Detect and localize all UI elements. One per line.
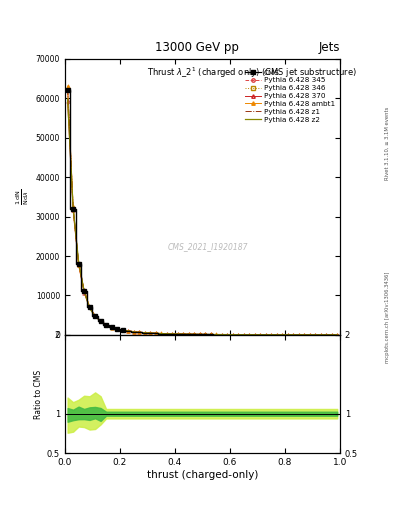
Text: 13000 GeV pp: 13000 GeV pp xyxy=(154,41,239,54)
Text: mcplots.cern.ch [arXiv:1306.3436]: mcplots.cern.ch [arXiv:1306.3436] xyxy=(385,272,389,363)
X-axis label: thrust (charged-only): thrust (charged-only) xyxy=(147,470,258,480)
Text: CMS_2021_I1920187: CMS_2021_I1920187 xyxy=(168,242,248,251)
Text: Jets: Jets xyxy=(318,41,340,54)
Text: Rivet 3.1.10, ≥ 3.1M events: Rivet 3.1.10, ≥ 3.1M events xyxy=(385,106,389,180)
Text: Thrust $\lambda\_2^1$ (charged only) (CMS jet substructure): Thrust $\lambda\_2^1$ (charged only) (CM… xyxy=(147,66,357,80)
Y-axis label: Ratio to CMS: Ratio to CMS xyxy=(34,370,43,418)
Legend: CMS, Pythia 6.428 345, Pythia 6.428 346, Pythia 6.428 370, Pythia 6.428 ambt1, P: CMS, Pythia 6.428 345, Pythia 6.428 346,… xyxy=(244,68,336,124)
Y-axis label: $\frac{1}{\mathrm{N}}\frac{\mathrm{d}\mathrm{N}}{\mathrm{d}\lambda}$: $\frac{1}{\mathrm{N}}\frac{\mathrm{d}\ma… xyxy=(15,188,31,205)
